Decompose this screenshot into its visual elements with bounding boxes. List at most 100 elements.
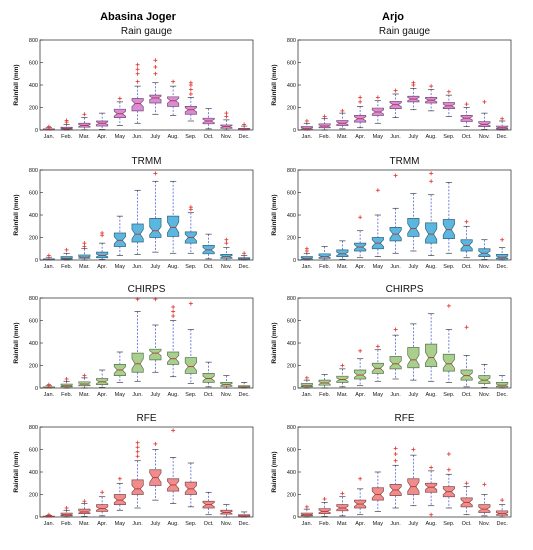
panel-abasina-joger-trmm: TRMM 0 200 400 600 800 Rainfall (mm) Jan. Feb. Ma… [13, 156, 254, 270]
outlier-marker [358, 99, 363, 104]
y-tick-label: 200 [287, 106, 296, 112]
box-nov [220, 111, 233, 131]
box-dec [238, 511, 251, 518]
outlier-marker [224, 111, 229, 116]
box-apr [96, 490, 109, 517]
panel-title: TRMM [390, 156, 420, 167]
box-aug [167, 180, 180, 254]
x-tick-label: Feb. [319, 392, 330, 398]
box-feb [318, 246, 331, 261]
outlier-marker [464, 219, 469, 224]
box-mar [78, 241, 91, 261]
x-tick-label: Jun. [132, 264, 143, 270]
box-body [389, 356, 402, 370]
panel-title: RFE [137, 413, 157, 424]
box-mar [336, 240, 349, 260]
outlier-marker [153, 171, 158, 176]
x-tick-label: May [373, 264, 384, 270]
box-body [96, 504, 109, 512]
x-tick-label: Nov. [221, 521, 232, 527]
outlier-marker [188, 92, 193, 96]
x-tick-label: July [408, 521, 418, 527]
box-body [113, 232, 126, 247]
box-sep [184, 301, 197, 384]
outlier-marker [153, 58, 158, 63]
outlier-marker [135, 79, 140, 84]
x-tick-label: Apr. [97, 134, 107, 140]
outlier-marker [429, 171, 434, 176]
outlier-marker [100, 231, 105, 235]
outlier-marker [393, 446, 398, 451]
y-axis-label: Rainfall (mm) [271, 451, 278, 492]
outlier-marker [340, 108, 345, 113]
box-jan [300, 375, 313, 389]
box-jan [300, 246, 313, 261]
y-tick-label: 200 [287, 493, 296, 499]
outlier-marker [304, 246, 309, 251]
outlier-marker [82, 112, 87, 117]
outlier-marker [358, 348, 363, 353]
x-tick-label: Aug. [167, 134, 179, 140]
box-dec [496, 116, 509, 131]
box-body [478, 504, 491, 513]
box-mar [336, 363, 349, 388]
box-jan [42, 512, 55, 518]
box-oct [202, 233, 215, 260]
y-axis-label: Rainfall (mm) [13, 451, 20, 492]
x-tick-label: Dec. [238, 521, 250, 527]
box-jan [300, 504, 313, 518]
outlier-marker [482, 99, 487, 104]
box-sep [184, 205, 197, 254]
outlier-marker [411, 80, 416, 85]
box-mar [78, 112, 91, 131]
box-body [300, 383, 313, 388]
box-body [442, 353, 455, 372]
x-tick-label: May [115, 134, 126, 140]
x-tick-label: Feb. [61, 264, 72, 270]
outlier-marker [188, 205, 193, 210]
y-axis-label: Rainfall (mm) [271, 64, 278, 105]
y-tick-label: 400 [287, 83, 296, 89]
x-tick-label: Nov. [479, 521, 490, 527]
box-body [318, 253, 331, 259]
y-tick-label: 600 [29, 448, 38, 454]
box-nov [478, 239, 491, 260]
box-feb [60, 377, 73, 389]
outlier-marker [64, 377, 69, 381]
box-jun [389, 88, 402, 118]
x-tick-label: May [115, 392, 126, 398]
plot-frame [297, 39, 512, 131]
box-aug [167, 428, 180, 504]
x-tick-label: Sep. [443, 392, 455, 398]
x-tick-label: May [115, 264, 126, 270]
box-body [478, 248, 491, 257]
box-nov [220, 504, 233, 518]
outlier-marker [375, 95, 380, 100]
outlier-marker [429, 84, 434, 89]
box-body [131, 98, 144, 112]
box-feb [60, 247, 73, 261]
box-body [149, 94, 162, 104]
x-tick-label: Jun. [390, 521, 401, 527]
x-tick-label: Jan. [44, 521, 55, 527]
x-tick-label: Nov. [479, 264, 490, 270]
y-tick-label: 400 [29, 341, 38, 347]
box-body [496, 382, 509, 388]
box-nov [478, 364, 491, 388]
y-tick-label: 600 [29, 319, 38, 325]
panel-title: Rain gauge [121, 26, 173, 37]
y-axis-label: Rainfall (mm) [13, 194, 20, 235]
box-july [407, 193, 420, 252]
box-jun [389, 327, 402, 380]
box-dec [496, 375, 509, 389]
x-tick-label: Sep. [185, 264, 197, 270]
box-body [167, 215, 180, 237]
x-tick-label: Feb. [61, 134, 72, 140]
x-tick-label: Aug. [167, 521, 179, 527]
y-axis-label: Rainfall (mm) [13, 322, 20, 363]
x-tick-label: Jun. [132, 134, 143, 140]
x-tick-label: Apr. [355, 134, 365, 140]
plot-frame [297, 297, 512, 389]
x-tick-label: July [150, 521, 160, 527]
box-body [167, 96, 180, 107]
